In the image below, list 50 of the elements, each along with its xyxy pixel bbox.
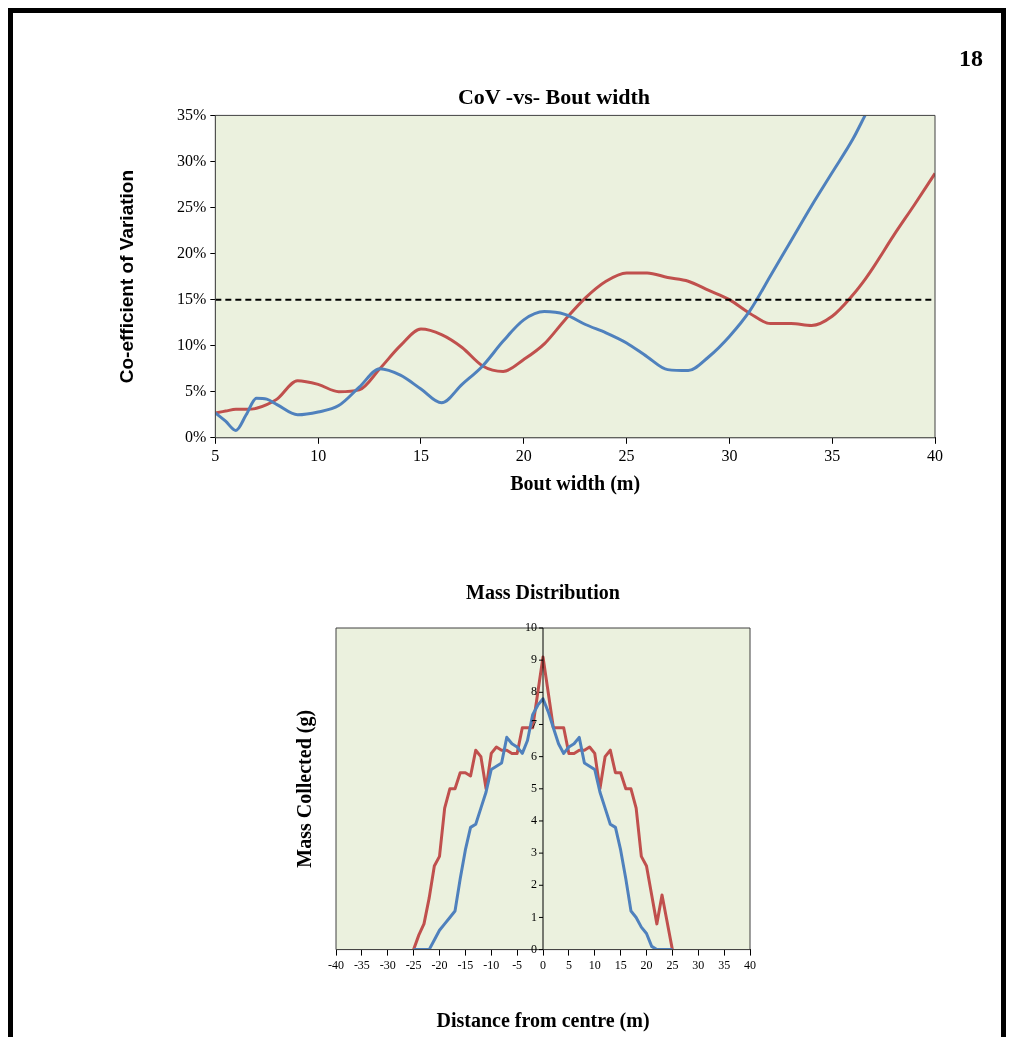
x-tick-label: 15 <box>412 446 429 464</box>
x-tick-label: -20 <box>431 957 448 972</box>
x-tick-label: -10 <box>483 957 500 972</box>
y-tick-label: 10 <box>525 620 537 635</box>
x-tick-label: 10 <box>588 957 601 972</box>
x-tick-label: -30 <box>379 957 396 972</box>
y-tick-label: 15% <box>177 289 207 307</box>
y-tick-label: 1 <box>531 909 537 924</box>
x-tick-label: 35 <box>718 957 731 972</box>
y-tick-label: 2 <box>531 877 537 892</box>
x-tick-label: -35 <box>353 957 370 972</box>
x-tick-label: 30 <box>692 957 705 972</box>
x-tick-label: 10 <box>310 446 327 464</box>
y-tick-label: 35% <box>177 105 207 123</box>
y-tick-label: 9 <box>531 652 537 667</box>
y-tick-label: 3 <box>531 845 537 860</box>
y-tick-label: 0% <box>185 428 207 445</box>
x-axis-title: Bout width (m) <box>510 472 641 496</box>
x-tick-label: 15 <box>614 957 627 972</box>
x-tick-label: 40 <box>744 957 756 972</box>
x-tick-label: 25 <box>618 446 635 464</box>
x-tick-label: -40 <box>328 957 344 972</box>
y-tick-label: 10% <box>177 335 207 353</box>
chart-title: CoV -vs- Bout width <box>457 83 651 109</box>
y-tick-label: 5% <box>185 381 207 399</box>
y-tick-label: 6 <box>531 748 537 763</box>
x-tick-label: 20 <box>640 957 653 972</box>
y-tick-label: 30% <box>177 151 207 169</box>
x-tick-label: -5 <box>512 957 523 972</box>
x-tick-label: 40 <box>927 446 943 464</box>
x-tick-label: 5 <box>565 957 572 972</box>
x-tick-label: 35 <box>824 446 841 464</box>
x-tick-label: -15 <box>457 957 474 972</box>
x-tick-label: 25 <box>666 957 679 972</box>
line-series <box>215 171 935 415</box>
x-tick-label: 5 <box>211 446 220 464</box>
x-tick-label: 30 <box>721 446 738 464</box>
text: 18 <box>959 45 983 72</box>
x-tick-label: -25 <box>405 957 422 972</box>
chart-title: Mass Distribution <box>466 581 620 604</box>
y-tick-label: 5 <box>531 780 537 795</box>
y-axis-title: Mass Collected (g) <box>293 709 317 868</box>
x-tick-label: 20 <box>515 446 532 464</box>
y-tick-label: 8 <box>531 684 537 699</box>
y-tick-label: 25% <box>177 197 207 215</box>
x-axis-title: Distance from centre (m) <box>436 1009 650 1033</box>
y-axis-title: Co-efficient of Variation <box>116 169 138 384</box>
y-tick-label: 4 <box>531 813 537 828</box>
line-series <box>215 115 867 432</box>
y-tick-label: 20% <box>177 243 207 261</box>
